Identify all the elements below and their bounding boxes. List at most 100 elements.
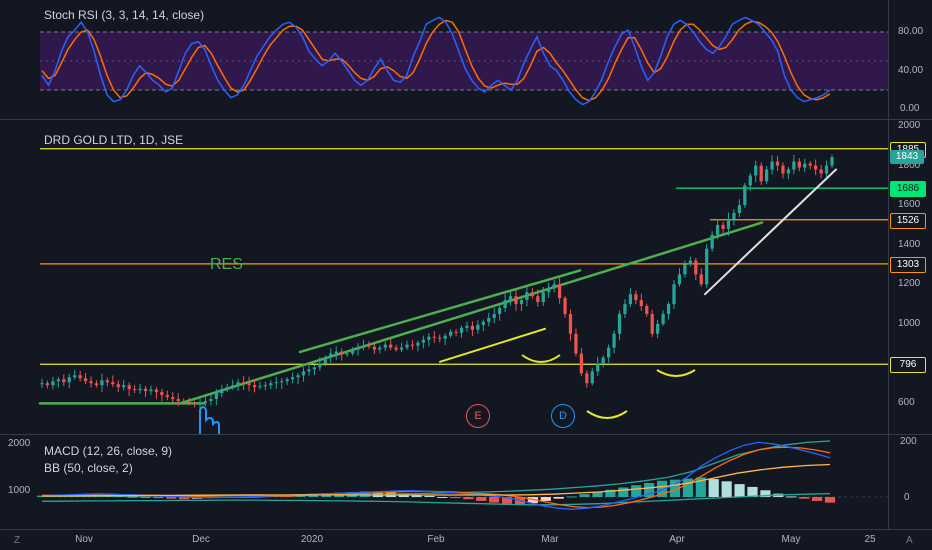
candle-body [688,260,692,265]
macd-histogram-bar [824,497,836,503]
candle-body [683,264,687,275]
candle-body [154,389,159,393]
candle-body [814,165,818,170]
stoch-tick-0: 0.00 [900,103,920,114]
candle-body [83,378,88,382]
zoom-corner-button[interactable]: Z [14,535,21,546]
candle-body [628,294,633,305]
candle-body [427,336,431,340]
stoch-k-line [41,16,831,106]
candle-body [258,386,262,388]
candle-body [677,274,682,285]
stoch-rsi-pane[interactable]: Stoch RSI (3, 3, 14, 14, close) [0,0,888,118]
price-tick-1000: 1000 [898,317,921,329]
candle-body [231,385,235,388]
candle-body [661,313,665,324]
last-price-tag: 1843 [890,150,924,165]
candle-body [389,344,393,348]
candle-body [187,402,191,404]
pane-separator-top[interactable] [0,119,932,120]
macd-left-tick-2000: 2000 [8,438,31,449]
candle-body [383,344,387,348]
candle-body [601,357,605,364]
candle-body [122,385,126,388]
price-tick-1800: 1800 [898,159,921,171]
macd-histogram-bar [786,496,797,498]
candle-body [514,296,518,305]
candle-body [323,357,327,364]
candle-body [525,292,529,301]
candle-body [160,392,164,396]
macd-histogram-bar [437,497,448,498]
candle-body [334,351,338,354]
candle-body [247,383,251,386]
candle-body [40,383,44,385]
candle-body [699,274,703,285]
macd-histogram-bar [153,497,164,499]
arc-d [586,410,628,419]
macd-histogram-bar [411,494,422,497]
macd-histogram-bar [669,479,681,497]
stoch-tick-80: 80.00 [898,26,924,37]
macd-right-tick-0: 0 [904,492,910,503]
candle-body [296,375,300,378]
time-label-nov: Nov [75,534,93,545]
candle-body [574,333,578,354]
candle-body [617,313,622,334]
candle-body [448,331,453,336]
macd-pane[interactable]: MACD (12, 26, close, 9) BB (50, close, 2… [0,435,888,530]
pointer-hand-icon [199,406,220,434]
macd-histogram-bar [811,497,823,501]
candle-body [443,335,447,339]
candle-body [301,371,306,376]
candle-body [432,336,436,338]
pane-separator-bottom[interactable] [0,434,932,435]
candle-body [192,403,197,404]
candle-body [650,313,654,334]
candle-body [350,349,355,354]
bb-lower-band [42,492,831,506]
candle-body [606,347,611,358]
candle-body [225,387,229,390]
macd-histogram-bar [166,497,177,499]
candle-body [252,385,257,388]
macd-histogram-bar [140,497,151,498]
stoch-tick-40: 40.00 [898,65,924,76]
candle-body [459,327,464,333]
candle-body [78,375,82,379]
time-axis[interactable]: Nov Dec 2020 Feb Mar Apr May 25 [0,530,888,550]
candle-body [808,163,812,166]
candle-body [45,383,50,386]
candle-body [62,379,66,383]
auto-scale-button[interactable]: A [906,535,913,546]
macd-histogram-bar [553,497,564,499]
candle-body [285,379,289,382]
macd-histogram-bar [644,483,655,497]
candle-body [503,300,507,309]
candle-body [394,347,398,350]
candle-body [138,388,142,391]
candle-body [645,306,649,314]
candle-body [639,300,643,307]
price-tick-1400: 1400 [898,238,921,250]
candle-body [792,161,796,170]
arc-apr [656,369,696,377]
macd-histogram-bar [799,497,810,499]
candle-body [312,367,317,370]
price-pane[interactable]: DRD GOLD LTD, 1D, JSE RES E D [0,120,888,434]
candle-body [399,347,404,350]
stoch-rsi-title: Stoch RSI (3, 3, 14, 14, close) [44,8,205,22]
candle-body [307,369,311,372]
arc-e [521,354,561,363]
level-tag-1526: 1526 [890,212,926,229]
macd-histogram-bar [127,496,138,498]
candle-body [803,163,807,168]
candle-body [519,300,524,305]
level-tag-796: 796 [890,357,926,374]
candle-body [536,296,540,303]
macd-histogram-bar [760,490,771,497]
macd-line [41,441,831,510]
candle-body [89,381,93,384]
time-label-2020: 2020 [300,534,324,545]
candle-body [487,317,491,322]
